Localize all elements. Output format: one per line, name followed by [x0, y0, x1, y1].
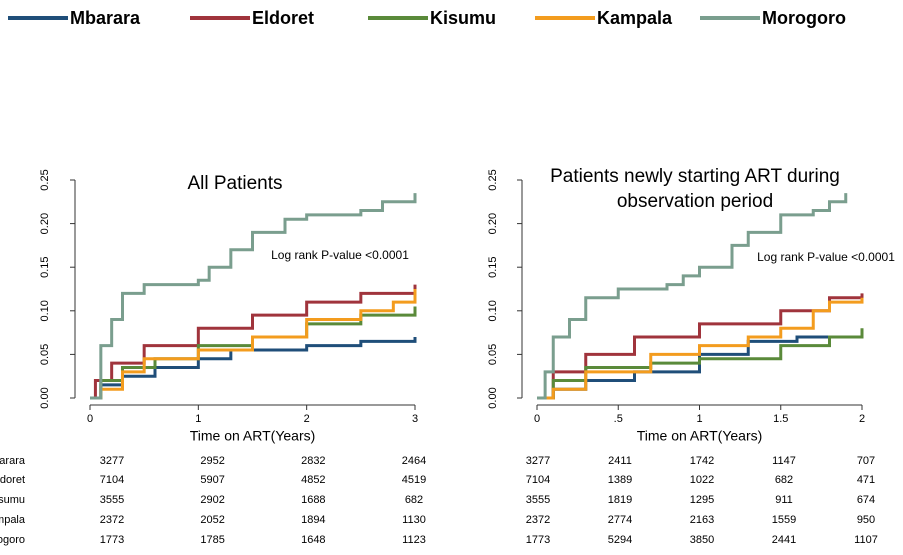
x-tick-label: .5 — [614, 413, 623, 425]
at-risk-count: 950 — [857, 514, 875, 526]
chart-title: observation period — [617, 191, 773, 212]
y-tick-label: 0.00 — [39, 387, 51, 408]
legend-label: Eldoret — [252, 8, 314, 28]
x-axis-label: Time on ART(Years) — [190, 428, 316, 444]
at-risk-count: 1123 — [402, 534, 426, 546]
y-tick-label: 0.10 — [487, 300, 499, 321]
at-risk-count: 2902 — [200, 494, 224, 506]
y-tick-label: 0.25 — [487, 169, 499, 190]
at-risk-count: 471 — [857, 474, 875, 486]
at-risk-count: 707 — [857, 455, 875, 467]
at-risk-count: 3277 — [526, 455, 550, 467]
at-risk-count: 1147 — [772, 455, 796, 467]
km-curve — [537, 297, 864, 400]
at-risk-count: 2052 — [200, 514, 224, 526]
y-tick-label: 0.10 — [39, 300, 51, 321]
at-risk-count: 1022 — [690, 474, 714, 486]
at-risk-count: 4519 — [402, 474, 426, 486]
legend-label: Mbarara — [70, 8, 141, 28]
at-risk-count: 2163 — [690, 514, 714, 526]
at-risk-count: 4852 — [301, 474, 325, 486]
y-tick-label: 0.20 — [39, 213, 51, 234]
x-tick-label: 1.5 — [773, 413, 788, 425]
km-curve — [90, 193, 417, 400]
legend-label: Kampala — [597, 8, 673, 28]
y-tick-label: 0.00 — [487, 387, 499, 408]
at-risk-count: 1785 — [200, 534, 224, 546]
x-tick-label: 1 — [696, 413, 702, 425]
at-risk-count: 1773 — [526, 534, 550, 546]
at-risk-count: 682 — [405, 494, 423, 506]
at-risk-row-label: Morogoro — [0, 534, 25, 546]
x-tick-label: 2 — [304, 413, 310, 425]
at-risk-count: 2464 — [402, 455, 426, 467]
at-risk-count: 2952 — [200, 455, 224, 467]
at-risk-count: 5907 — [200, 474, 224, 486]
km-curve — [537, 193, 848, 400]
chart-title: Patients newly starting ART during — [550, 166, 840, 187]
legend-label: Kisumu — [430, 8, 496, 28]
at-risk-row-label: Mbarara — [0, 455, 26, 467]
y-tick-label: 0.05 — [487, 344, 499, 365]
at-risk-count: 1130 — [402, 514, 426, 526]
km-curve — [537, 328, 864, 400]
at-risk-count: 2411 — [608, 455, 632, 467]
at-risk-count: 7104 — [100, 474, 124, 486]
at-risk-row-label: Kampala — [0, 514, 26, 526]
at-risk-count: 1107 — [854, 534, 878, 546]
at-risk-row-label: Eldoret — [0, 474, 25, 486]
at-risk-count: 1773 — [100, 534, 124, 546]
y-tick-label: 0.05 — [39, 344, 51, 365]
at-risk-count: 2774 — [608, 514, 632, 526]
at-risk-count: 2372 — [526, 514, 550, 526]
at-risk-row-label: Kisumu — [0, 494, 25, 506]
at-risk-count: 674 — [857, 494, 875, 506]
km-curve — [90, 289, 417, 400]
y-tick-label: 0.25 — [39, 169, 51, 190]
at-risk-count: 5294 — [608, 534, 632, 546]
at-risk-count: 1742 — [690, 455, 714, 467]
annotation: Log rank P-value <0.0001 — [271, 248, 409, 262]
at-risk-count: 2372 — [100, 514, 124, 526]
x-tick-label: 2 — [859, 413, 865, 425]
at-risk-count: 1648 — [301, 534, 325, 546]
at-risk-count: 7104 — [526, 474, 550, 486]
at-risk-count: 3850 — [690, 534, 714, 546]
chart-title: All Patients — [187, 173, 282, 194]
x-tick-label: 1 — [195, 413, 201, 425]
at-risk-count: 1894 — [301, 514, 325, 526]
y-tick-label: 0.15 — [487, 256, 499, 277]
at-risk-count: 1819 — [608, 494, 632, 506]
at-risk-count: 682 — [775, 474, 793, 486]
at-risk-count: 3555 — [526, 494, 550, 506]
at-risk-count: 1295 — [690, 494, 714, 506]
x-tick-label: 0 — [87, 413, 93, 425]
x-tick-label: 0 — [534, 413, 540, 425]
at-risk-count: 2441 — [772, 534, 796, 546]
at-risk-count: 2832 — [301, 455, 325, 467]
y-tick-label: 0.15 — [39, 256, 51, 277]
y-tick-label: 0.20 — [487, 213, 499, 234]
annotation: Log rank P-value <0.0001 — [757, 250, 895, 264]
at-risk-count: 1559 — [772, 514, 796, 526]
at-risk-count: 1688 — [301, 494, 325, 506]
x-axis-label: Time on ART(Years) — [637, 428, 763, 444]
at-risk-count: 3555 — [100, 494, 124, 506]
legend-label: Morogoro — [762, 8, 846, 28]
x-tick-label: 3 — [412, 413, 418, 425]
at-risk-count: 3277 — [100, 455, 124, 467]
at-risk-count: 911 — [775, 494, 793, 506]
at-risk-count: 1389 — [608, 474, 632, 486]
